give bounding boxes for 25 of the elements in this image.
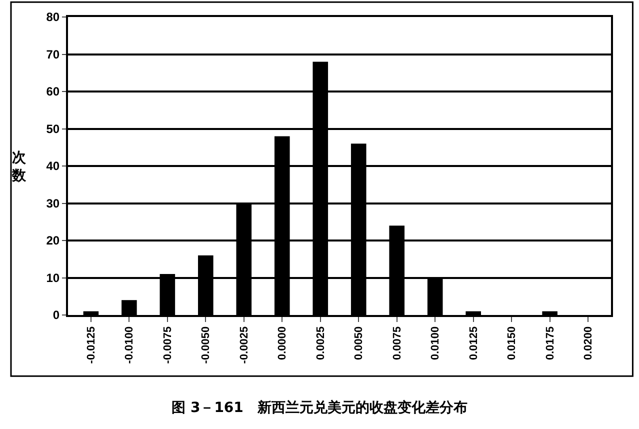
- y-tick-label: 70: [46, 47, 60, 62]
- x-tick-label: 0.0175: [544, 326, 556, 360]
- y-tick-label: 0: [52, 308, 60, 322]
- y-tick-label: 10: [46, 270, 60, 285]
- x-tick-label: 0.0025: [314, 326, 327, 360]
- y-tick-label: 30: [46, 196, 60, 210]
- x-tick-label: 0.0050: [353, 326, 366, 360]
- y-tick-label: 20: [46, 234, 60, 248]
- x-tick-label: -0.0025: [238, 326, 250, 364]
- x-tick-label: 0.0150: [506, 326, 518, 360]
- y-tick-label: 80: [46, 10, 60, 24]
- x-tick-label: -0.0050: [200, 326, 212, 364]
- y-tick-label: 40: [46, 159, 60, 174]
- x-tick-label: 0.0100: [430, 326, 442, 360]
- text: 图 3－161 新西兰元兑美元的收盘变化差分布: [172, 398, 468, 416]
- x-tick-label: 0.0200: [582, 326, 595, 360]
- x-tick-label: 0.0000: [276, 326, 289, 360]
- y-axis-title: 次数: [11, 149, 27, 184]
- y-tick-label: 60: [46, 84, 60, 99]
- x-tick-label: -0.0125: [86, 326, 98, 364]
- y-tick-label: 50: [46, 122, 60, 136]
- x-tick-label: -0.0075: [162, 326, 174, 364]
- x-tick-label: 0.0125: [468, 326, 480, 360]
- x-tick-label: 0.0075: [391, 326, 404, 360]
- x-tick-label: -0.0100: [124, 326, 136, 364]
